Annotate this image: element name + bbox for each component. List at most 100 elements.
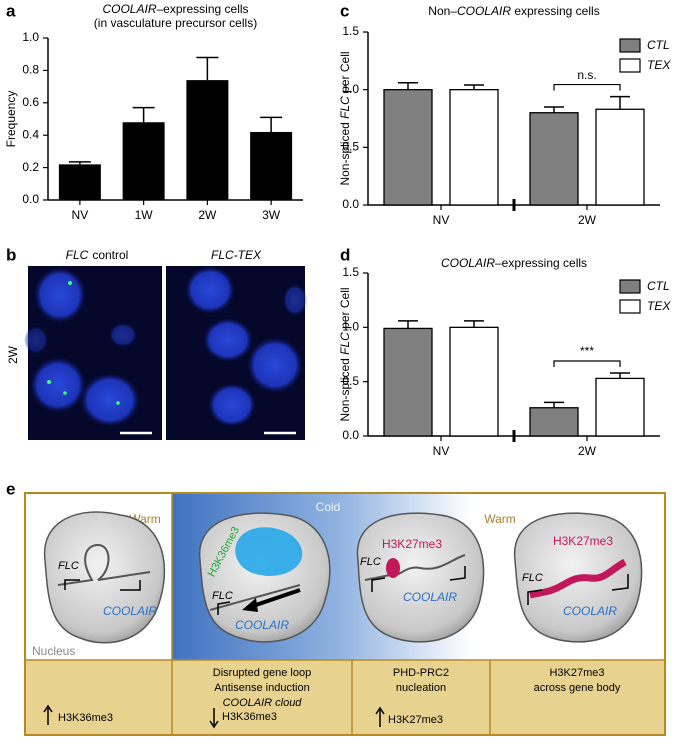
chart-title: COOLAIR–expressing cells (441, 256, 587, 270)
note: Disrupted gene loop (213, 667, 311, 679)
nucleus (43, 511, 166, 644)
note: across gene body (534, 682, 621, 694)
chart-title-part: –expressing cells (156, 2, 248, 16)
significance-label: n.s. (577, 68, 596, 82)
notes-row (25, 660, 665, 735)
panel-label: e (6, 479, 15, 498)
legend-swatch (619, 299, 641, 314)
note: H3K36me3 (222, 711, 277, 723)
column-label: FLC control (66, 248, 129, 262)
note: Antisense induction (214, 682, 309, 694)
y-tick-label: 0.5 (342, 374, 359, 388)
legend-swatch (619, 58, 641, 73)
y-tick-label: 0.2 (22, 160, 39, 174)
y-axis-label-part: FLC (338, 96, 352, 119)
y-tick-label: 0.5 (342, 140, 359, 154)
nucleus (356, 512, 485, 643)
antisense-label: COOLAIR (403, 590, 457, 604)
bar (595, 108, 645, 206)
y-tick-label: 1.0 (22, 30, 39, 44)
bar (186, 80, 229, 200)
gene-label: FLC (360, 556, 381, 568)
diagram: Warm Cold Warm FLC COOLAIR Nucleus H3K36… (24, 492, 666, 736)
significance-bracket (553, 360, 621, 367)
panel-label: c (340, 1, 349, 20)
y-tick-label: 0.8 (22, 63, 39, 77)
legend-label: CTL (647, 279, 670, 293)
y-tick-label: 1.5 (342, 24, 359, 38)
panel-label: d (340, 245, 350, 264)
phase-label: Warm (484, 512, 516, 526)
bar (529, 112, 579, 206)
note: H3K27me3 (549, 667, 604, 679)
y-tick-label: 0.0 (342, 197, 359, 211)
bar (449, 326, 499, 437)
x-tick-label: 2W (198, 208, 217, 222)
y-axis-label-part: FLC (338, 332, 352, 355)
bar (250, 131, 293, 200)
micrographs: FLC control FLC-TEX 2W (6, 248, 307, 440)
chart-title-part: –expressing cells (495, 256, 587, 270)
y-axis-label: Frequency (4, 91, 18, 148)
y-axis-label-part: Non-spliced (338, 355, 352, 422)
gene-label: FLC (58, 560, 79, 572)
legend-swatch (619, 279, 641, 294)
chart-title-part: Non– (428, 4, 457, 18)
panel-label: b (6, 245, 16, 264)
x-tick-label: NV (433, 213, 450, 227)
antisense-label: COOLAIR (235, 618, 289, 632)
gene-label: FLC (212, 590, 233, 602)
bar (449, 89, 499, 206)
phase-label: Cold (316, 500, 341, 514)
x-tick-label: 2W (578, 213, 597, 227)
significance-bracket (553, 83, 621, 91)
y-tick-label: 0.4 (22, 127, 39, 141)
chart-title-part: COOLAIR (441, 256, 495, 270)
note: nucleation (396, 682, 446, 694)
note: H3K27me3 (388, 714, 443, 726)
y-tick-label: 0.6 (22, 95, 39, 109)
chart-subtitle: (in vasculature precursor cells) (94, 16, 257, 30)
nucleus-label: Nucleus (32, 644, 75, 658)
chart-title: Non–COOLAIR expressing cells (428, 4, 599, 18)
y-tick-label: 1.0 (342, 82, 359, 96)
chart-title: COOLAIR–expressing cells (102, 2, 248, 16)
y-axis-label: Non-spliced FLC per Cell (338, 51, 352, 185)
x-tick-label: 3W (262, 208, 281, 222)
x-tick-label: 1W (135, 208, 154, 222)
x-tick-label: 2W (578, 444, 597, 458)
antisense-label: COOLAIR (563, 604, 617, 618)
note: COOLAIR cloud (223, 697, 303, 709)
x-tick-label: NV (72, 208, 89, 222)
y-tick-label: 1.0 (342, 320, 359, 334)
panel-label: a (6, 1, 16, 20)
histone-mark: H3K27me3 (382, 537, 442, 551)
chart-title-part: COOLAIR (102, 2, 156, 16)
gene-label: FLC (522, 572, 543, 584)
row-label: 2W (6, 345, 20, 364)
y-axis-label-part: per Cell (338, 287, 352, 332)
significance-label: *** (580, 344, 594, 358)
bar (122, 122, 165, 200)
legend-label: CTL (647, 38, 670, 52)
y-tick-label: 1.5 (342, 265, 359, 279)
chart-title-part: COOLAIR (457, 4, 511, 18)
y-axis-label-part: per Cell (338, 51, 352, 96)
legend-swatch (619, 38, 641, 53)
bar (58, 164, 101, 200)
y-axis-label-part: Non-spliced (338, 119, 352, 186)
legend-label: TEX (647, 58, 671, 72)
bar (529, 407, 579, 437)
histone-mark: H3K27me3 (553, 534, 613, 548)
note: PHD-PRC2 (393, 667, 449, 679)
diagram-border (24, 492, 666, 736)
bar (383, 327, 433, 437)
bar (595, 377, 645, 437)
nuclei (24, 266, 307, 427)
note: H3K36me3 (58, 712, 113, 724)
y-axis-label-part: Frequency (4, 91, 18, 148)
chart-title-part: expressing cells (511, 4, 600, 18)
y-axis-label: Non-spliced FLC per Cell (338, 287, 352, 421)
y-tick-label: 0.0 (22, 192, 39, 206)
